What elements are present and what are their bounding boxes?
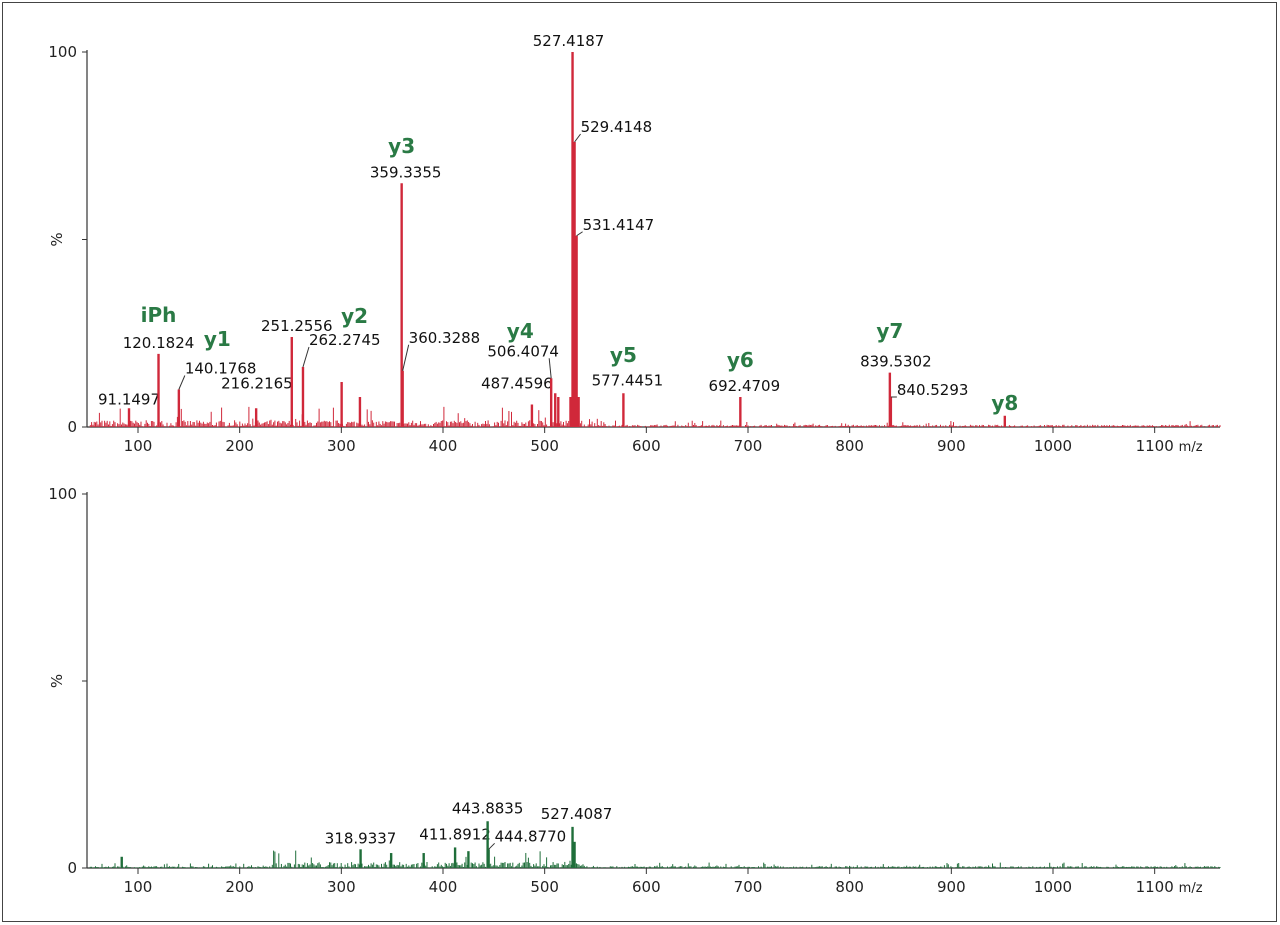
x-tick-label: 100 xyxy=(124,878,153,896)
peak-label: 839.5302 xyxy=(860,353,932,371)
peak-label: 251.2556 xyxy=(261,317,333,335)
x-tick-label: 700 xyxy=(734,437,763,455)
peak-label: 506.4074 xyxy=(487,342,559,360)
peak-label: 487.4596 xyxy=(481,375,553,393)
x-tick-label: 200 xyxy=(225,878,254,896)
x-tick-label: 800 xyxy=(835,878,864,896)
bottom-spectrum-panel: 0 100% 100 200 300 400 500 600 700 800 900 1000 1100… xyxy=(48,485,1221,896)
y-tick-label: 0 xyxy=(67,859,77,877)
fragment-annotation: y1 xyxy=(204,327,231,351)
fragment-annotation: y7 xyxy=(876,319,903,343)
label-leader xyxy=(576,231,583,237)
label-leader xyxy=(178,375,186,390)
baseline-noise xyxy=(88,850,1221,868)
peak-label: 91.1497 xyxy=(98,390,160,408)
peak-label: 120.1824 xyxy=(123,334,195,352)
label-leader xyxy=(574,133,581,143)
peak-label: 527.4187 xyxy=(533,32,605,50)
x-axis-label: m/z xyxy=(1179,881,1203,896)
label-leader xyxy=(488,842,495,850)
x-tick-label: 600 xyxy=(632,878,661,896)
peak-label: 411.8912 xyxy=(419,825,491,843)
x-tick-label: 200 xyxy=(225,437,254,455)
peak-label: 577.4451 xyxy=(592,371,664,389)
x-axis-label: m/z xyxy=(1179,440,1203,455)
x-tick-label: 1000 xyxy=(1034,437,1072,455)
x-tick-label: 700 xyxy=(734,878,763,896)
x-tick-label: 400 xyxy=(429,878,458,896)
x-tick-label: 1100 xyxy=(1136,878,1174,896)
x-tick-label: 500 xyxy=(530,878,559,896)
peak-label: 527.4087 xyxy=(541,805,613,823)
x-tick-label: 400 xyxy=(429,437,458,455)
x-tick-label: 1100 xyxy=(1136,437,1174,455)
top-spectrum-panel: 0 100% 100 200 300 400 500 600 700 800 900 1000 1100… xyxy=(48,32,1221,455)
fragment-annotation: y2 xyxy=(341,304,368,328)
peak-label: 262.2745 xyxy=(309,331,381,349)
y-axis-label: % xyxy=(48,674,66,688)
x-tick-label: 1000 xyxy=(1034,878,1072,896)
peak-label: 529.4148 xyxy=(581,118,653,136)
x-tick-label: 600 xyxy=(632,437,661,455)
y-tick-label: 0 xyxy=(67,418,77,436)
peak-label: 444.8770 xyxy=(495,827,567,845)
y-tick-label: 100 xyxy=(48,43,77,61)
peak-label: 840.5293 xyxy=(897,381,969,399)
x-tick-label: 500 xyxy=(530,437,559,455)
peak-label: 359.3355 xyxy=(370,163,442,181)
peak-label: 531.4147 xyxy=(583,216,655,234)
x-tick-label: 800 xyxy=(835,437,864,455)
fragment-annotation: y4 xyxy=(507,319,534,343)
label-leader xyxy=(302,346,310,368)
label-leader xyxy=(548,358,552,379)
fragment-annotation: y5 xyxy=(610,343,637,367)
peak-label: 140.1768 xyxy=(185,360,257,378)
peak-label: 360.3288 xyxy=(409,329,481,347)
fragment-annotation: iPh xyxy=(141,303,177,327)
label-leader xyxy=(402,344,410,371)
x-tick-label: 100 xyxy=(124,437,153,455)
x-tick-label: 300 xyxy=(327,437,356,455)
x-tick-label: 900 xyxy=(937,437,966,455)
y-tick-label: 100 xyxy=(48,485,77,503)
peak-label: 216.2165 xyxy=(221,374,293,392)
fragment-annotation: y6 xyxy=(727,348,754,372)
y-axis-label: % xyxy=(48,232,66,246)
fragment-annotation: y8 xyxy=(991,391,1018,415)
peak-label: 443.8835 xyxy=(452,799,524,817)
x-tick-label: 300 xyxy=(327,878,356,896)
x-tick-label: 900 xyxy=(937,878,966,896)
peak-label: 692.4709 xyxy=(709,377,781,395)
fragment-annotation: y3 xyxy=(388,134,415,158)
peak-label: 318.9337 xyxy=(325,829,397,847)
